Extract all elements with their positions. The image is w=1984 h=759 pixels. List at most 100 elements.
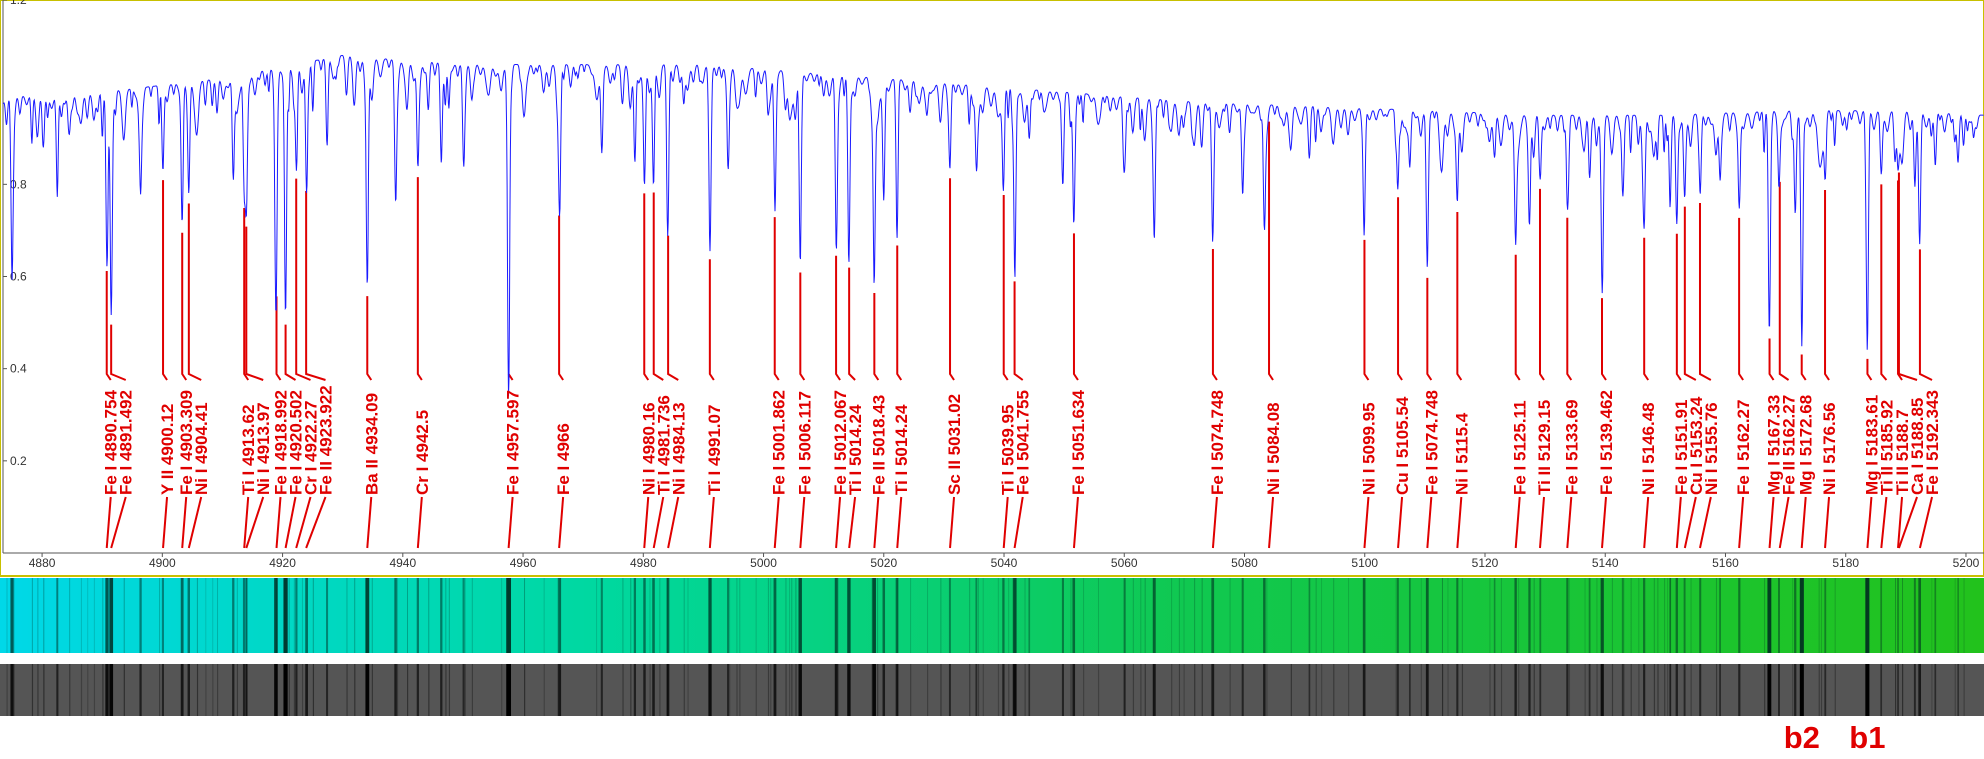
color-band — [1348, 578, 1350, 653]
color-band — [205, 578, 207, 653]
line-marker-top — [305, 190, 326, 381]
color-band — [1266, 578, 1268, 653]
gray-band — [785, 664, 787, 716]
color-band — [1824, 578, 1827, 653]
color-band — [755, 578, 757, 653]
line-marker-bottom — [708, 496, 715, 549]
gray-band — [1918, 664, 1922, 716]
gray-band — [440, 664, 443, 716]
color-band — [837, 578, 839, 653]
line-marker-bottom — [275, 496, 282, 549]
color-band — [123, 578, 125, 653]
color-band — [1897, 578, 1899, 653]
gray-band — [1441, 664, 1444, 716]
color-band — [1013, 578, 1017, 653]
color-band — [1514, 578, 1517, 653]
line-marker-bottom — [1866, 496, 1873, 549]
color-band — [1308, 578, 1311, 653]
line-marker-top — [1363, 239, 1370, 381]
gray-band — [897, 664, 899, 716]
gray-band — [1241, 664, 1244, 716]
line-marker-top — [243, 207, 250, 381]
gray-band — [1934, 664, 1937, 716]
gray-band — [462, 664, 465, 716]
line-marker-top — [1880, 184, 1888, 381]
color-band — [13, 578, 15, 653]
gray-band — [346, 664, 348, 716]
gray-band — [139, 664, 141, 716]
gray-band — [1667, 664, 1669, 716]
gray-band — [727, 664, 730, 716]
line-marker-top — [1738, 217, 1744, 381]
line-marker-top — [105, 271, 112, 381]
gray-band — [847, 664, 851, 716]
x-tick-label: 5020 — [870, 556, 897, 570]
gray-band — [927, 664, 929, 716]
color-band — [1954, 578, 1956, 653]
color-band — [80, 578, 82, 653]
gray-band — [1653, 664, 1656, 716]
line-label: Cu I 5153.24 — [1687, 396, 1706, 495]
gray-band — [232, 664, 235, 716]
gray-band — [1792, 664, 1794, 716]
gray-band — [834, 664, 838, 716]
line-marker-bottom — [187, 496, 203, 549]
gray-band — [428, 664, 430, 716]
color-band — [1669, 578, 1672, 653]
line-marker-bottom — [305, 496, 327, 549]
gray-band — [1630, 664, 1632, 716]
gray-band — [770, 664, 772, 716]
gray-band — [1894, 664, 1897, 716]
gray-band — [105, 664, 109, 716]
color-band — [1395, 578, 1397, 653]
color-band — [927, 578, 929, 653]
gray-band — [1657, 664, 1659, 716]
x-tick-label: 5100 — [1351, 556, 1378, 570]
color-band — [736, 578, 738, 653]
color-band — [877, 578, 879, 653]
line-marker-top — [1824, 189, 1830, 381]
gray-band — [1865, 664, 1867, 716]
x-tick-label: 5120 — [1472, 556, 1499, 570]
gray-band — [1533, 664, 1535, 716]
gray-band — [739, 664, 741, 716]
line-marker-bottom — [1824, 496, 1831, 549]
gray-band — [1794, 664, 1797, 716]
line-marker-bottom — [507, 496, 514, 549]
gray-band — [1764, 664, 1766, 716]
gray-band — [57, 664, 59, 716]
gray-band — [1588, 664, 1591, 716]
gray-band — [416, 664, 419, 716]
color-band — [365, 578, 367, 653]
color-band — [524, 578, 526, 653]
gray-band — [283, 664, 288, 716]
color-band — [10, 578, 14, 653]
line-marker-top — [1778, 181, 1790, 381]
color-band — [882, 578, 886, 653]
line-label: Mg I 5167.33 — [1765, 395, 1784, 495]
color-band — [394, 578, 397, 653]
color-band — [1778, 578, 1780, 653]
gray-band — [1194, 664, 1196, 716]
color-band — [1818, 578, 1820, 653]
gray-band — [1456, 664, 1459, 716]
line-label: Ni I 4980.16 — [639, 402, 658, 495]
color-band — [1241, 578, 1244, 653]
gray-band — [1643, 664, 1645, 716]
band-label-b2: b2 — [1784, 720, 1820, 755]
gray-band — [56, 664, 59, 716]
gray-band — [622, 664, 624, 716]
line-label: Y II 4900.12 — [158, 404, 177, 495]
color-band — [93, 578, 95, 653]
gray-band — [1621, 664, 1624, 716]
line-marker-top — [949, 178, 955, 381]
color-band — [180, 578, 184, 653]
gray-band — [557, 664, 559, 716]
color-band — [872, 578, 876, 653]
gray-band — [600, 664, 603, 716]
line-label: Ni I 5084.08 — [1264, 402, 1283, 495]
color-band — [1008, 578, 1010, 653]
line-label: Ti I 5039.95 — [999, 405, 1018, 495]
gray-band — [1824, 664, 1827, 716]
gray-band — [773, 664, 777, 716]
